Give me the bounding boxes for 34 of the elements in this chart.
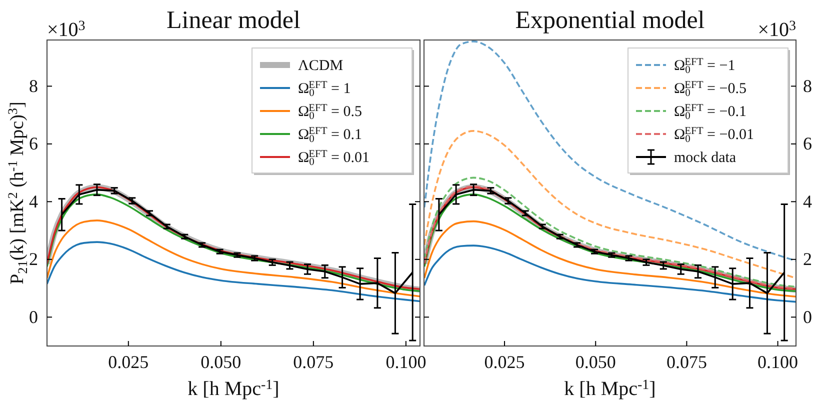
y-tick-label: 0 [29,306,38,327]
legend-label: mock data [674,150,736,166]
legend-label: ΛCDM [298,58,344,74]
legend-label: Ω$_{0}$$^{EFT}$ = 1 [298,80,351,100]
y-tick-label: 2 [803,249,812,270]
x-tick-label: 0.075 [666,352,707,372]
legend-label: Ω$_{0}$$^{EFT}$ = −1 [674,57,736,76]
y-tick-label: 6 [803,134,812,154]
y-tick-label: 8 [29,76,38,96]
chart-title: Exponential model [515,7,705,34]
legend-label: Ω$_{0}$$^{EFT}$ = −0.01 [674,126,754,146]
x-tick-label: 0.050 [575,352,616,372]
x-tick-label: 0.050 [200,352,242,372]
x-tick-label: 0.025 [484,352,525,372]
annotation: ×10$^{3}$ [758,18,796,41]
x-tick-label: 0.075 [293,352,334,372]
legend-label: Ω$_{0}$$^{EFT}$ = 0.01 [298,149,370,168]
y-tick-label: 6 [29,134,38,154]
y-tick-label: 2 [29,249,38,270]
legend-label: Ω$_{0}$$^{EFT}$ = −0.1 [674,103,746,122]
legend-label: Ω$_{0}$$^{EFT}$ = 0.1 [298,126,362,146]
legend-label: Ω$_{0}$$^{EFT}$ = −0.5 [674,80,746,100]
y-tick-label: 8 [803,76,812,96]
legend-label: Ω$_{0}$$^{EFT}$ = 0.5 [298,103,362,122]
x-tick-label: 0.100 [386,352,426,372]
x-tick-label: 0.100 [758,352,798,372]
annotation: ×10$^{3}$ [47,18,86,41]
x-tick-label: 0.025 [108,352,149,372]
chart-title: Linear model [166,7,301,34]
x-axis-title: k [h Mpc$^{-1}$] [188,378,280,400]
y-tick-label: 4 [29,191,38,212]
y-tick-label: 0 [803,306,812,327]
y-tick-label: 4 [803,191,812,212]
x-axis-title: k [h Mpc$^{-1}$] [564,378,656,400]
